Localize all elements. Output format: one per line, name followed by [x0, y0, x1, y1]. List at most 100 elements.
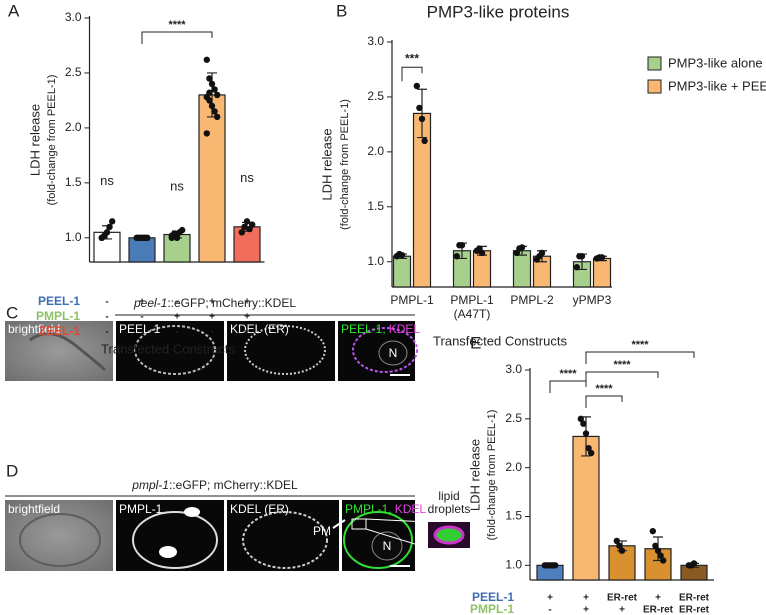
condition-name: PMPL-1	[470, 602, 514, 615]
data-point	[208, 80, 216, 88]
data-point	[652, 542, 659, 550]
x-tick-label: yPMP3	[572, 293, 612, 307]
condition-mark: +	[209, 312, 215, 323]
data-point	[179, 226, 186, 234]
significance-label: ****	[559, 368, 577, 380]
condition-mark: +	[209, 297, 215, 308]
data-point	[98, 234, 106, 242]
data-point	[657, 552, 664, 559]
title-part: peel-1	[133, 296, 167, 310]
micrograph	[5, 500, 113, 571]
data-point	[206, 97, 213, 104]
condition-mark: ER-ret	[679, 605, 710, 615]
data-point	[616, 542, 623, 550]
cell-outline	[134, 325, 216, 375]
micrograph	[5, 321, 113, 381]
data-point	[580, 420, 587, 427]
data-point	[577, 415, 584, 423]
data-point	[208, 102, 216, 110]
x-tick-box: PMPL-1	[390, 293, 433, 307]
condition-mark: +	[139, 297, 145, 308]
data-point	[613, 537, 620, 545]
data-point	[654, 547, 662, 554]
micrograph	[227, 500, 339, 571]
data-point	[478, 249, 486, 257]
cell-outline	[19, 513, 101, 567]
condition-mark: +	[244, 327, 250, 338]
data-point	[243, 218, 251, 225]
image-panel: peel-1::eGFP; mCherry::KDEL N brightfiel…	[5, 296, 420, 381]
bar	[572, 435, 600, 581]
y-tick-label: 2.5	[65, 65, 82, 79]
panel-letter: C	[6, 303, 18, 322]
chart-title: PMP3-like proteins	[427, 2, 570, 21]
x-tick-box: PMPL-2	[510, 293, 554, 307]
data-point	[173, 234, 181, 242]
nucleus-label: N	[383, 539, 392, 553]
significance-bracket	[585, 395, 623, 408]
channel-label: PMPL-1,	[345, 502, 392, 516]
data-point	[103, 229, 111, 236]
tile-label: PEEL-1, KDEL	[341, 322, 420, 336]
y-tick-label: 2.0	[505, 460, 522, 474]
data-point	[206, 89, 213, 96]
significance-bracket	[585, 351, 695, 364]
y-tick-label: 1.0	[505, 558, 522, 572]
y-tick-label: 2.5	[505, 411, 522, 425]
cell-outline	[352, 327, 418, 373]
chart: 1.0 1.5 2.0 2.5 3.0 LDH release (fold-change f…	[467, 339, 714, 615]
data-point	[598, 254, 606, 261]
data-point	[582, 430, 590, 437]
data-point	[203, 56, 210, 63]
significance-bracket	[141, 31, 213, 44]
bar	[233, 226, 261, 263]
panel-letter: D	[6, 461, 18, 480]
inset-line	[365, 518, 429, 523]
inset-label: droplets	[428, 502, 471, 516]
cell-outline	[29, 332, 107, 372]
data-point	[552, 562, 559, 569]
condition-mark: -	[175, 327, 178, 338]
condition-mark: +	[655, 593, 661, 604]
data-point	[518, 244, 526, 251]
y-axis-label: LDH release	[27, 104, 42, 176]
inset-line	[365, 528, 429, 549]
significance-label: ****	[631, 339, 649, 351]
legend-swatch	[647, 79, 662, 94]
inset-box	[351, 518, 367, 530]
condition-mark: +	[583, 605, 589, 615]
data-point	[578, 253, 586, 260]
data-point	[106, 223, 113, 231]
data-point	[421, 137, 428, 145]
panel-title: pmpl-1::eGFP; mCherry::KDEL	[131, 478, 298, 492]
y-tick-label: 2.5	[367, 89, 384, 103]
x-tick-label: PMPL-2	[510, 293, 554, 307]
condition-mark: ER-ret	[679, 593, 710, 604]
micrograph	[116, 321, 224, 381]
condition-mark: +	[174, 312, 180, 323]
panel-letter: E	[470, 333, 481, 352]
data-point	[109, 218, 116, 225]
significance-label: ****	[595, 383, 613, 395]
tile-label: PMPL-1	[119, 502, 163, 516]
channel-label: PEEL-1,	[341, 322, 386, 336]
data-point	[416, 104, 423, 112]
data-point	[249, 221, 256, 228]
legend-label: PMP3-like alone	[668, 55, 763, 70]
condition-mark: +	[583, 593, 589, 604]
x-axis-label: Transfected Constructs	[433, 333, 567, 348]
tile-label: brightfield	[8, 502, 60, 516]
image-panel: pmpl-1::eGFP; mCherry::KDEL N PM lipid d…	[5, 478, 470, 571]
condition-mark: -	[105, 312, 108, 323]
condition-mark: -	[175, 297, 178, 308]
significance-label: ***	[405, 51, 419, 65]
significance-label: ****	[168, 19, 186, 31]
droplet	[159, 546, 177, 558]
nucleus	[371, 531, 403, 561]
annotation: ns	[100, 173, 114, 188]
data-point	[690, 560, 698, 567]
significance-bracket	[585, 371, 659, 384]
arrow	[332, 519, 346, 529]
data-point	[144, 234, 151, 242]
cell-outline	[343, 511, 413, 569]
